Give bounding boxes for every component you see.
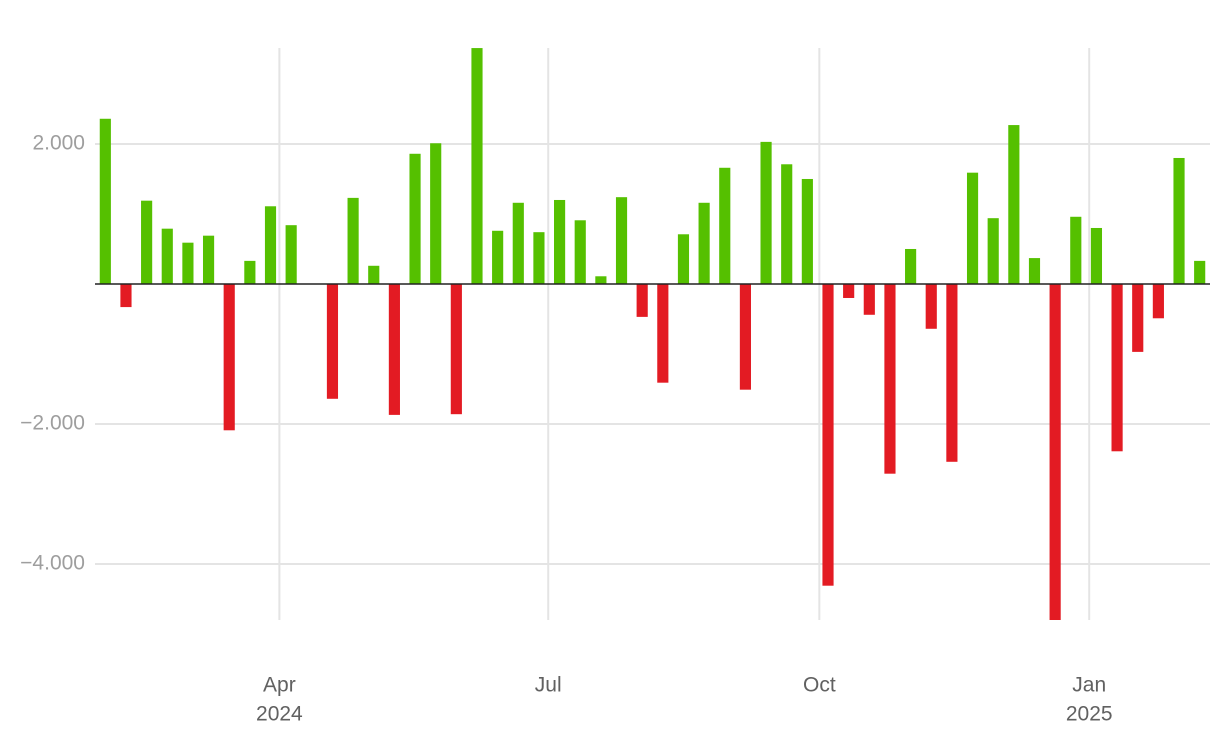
bar <box>326 283 339 399</box>
bar <box>822 283 834 586</box>
x-tick-year-label: 2025 <box>1066 703 1113 726</box>
bar <box>182 242 194 284</box>
bar <box>285 225 297 284</box>
bar <box>202 235 215 284</box>
bar <box>1070 216 1082 284</box>
bar <box>595 276 607 284</box>
bar <box>657 283 669 383</box>
bar <box>409 153 421 284</box>
bar <box>719 167 731 284</box>
bar <box>760 141 772 284</box>
x-tick-label: Jan <box>1072 674 1106 697</box>
x-tick-label: Oct <box>803 674 836 697</box>
bar <box>99 118 111 284</box>
bar <box>677 234 690 284</box>
bar <box>368 265 380 284</box>
bar <box>1111 283 1123 452</box>
bar <box>347 197 359 284</box>
y-tick-label: 2.000 <box>32 132 85 155</box>
bar <box>636 283 648 317</box>
bar <box>161 228 173 284</box>
bar <box>801 178 813 284</box>
bar <box>966 172 979 284</box>
bar <box>1152 283 1164 319</box>
bar <box>388 283 400 415</box>
bar <box>574 220 586 284</box>
x-tick-label: Jul <box>535 674 562 697</box>
bar <box>141 200 153 284</box>
bar <box>987 218 999 284</box>
bar <box>739 283 751 390</box>
x-tick-year-label: 2024 <box>256 703 303 726</box>
bar <box>1008 125 1020 284</box>
bar <box>120 283 132 308</box>
bar <box>471 48 483 284</box>
bar <box>615 197 628 284</box>
bar <box>905 248 917 284</box>
bar <box>264 206 277 284</box>
bar <box>863 283 875 315</box>
bar <box>1132 283 1144 352</box>
bar <box>781 164 793 284</box>
bar <box>533 232 545 284</box>
bar <box>244 260 256 284</box>
bar <box>946 283 958 462</box>
bar <box>554 199 566 284</box>
bar <box>843 283 855 298</box>
bar <box>1028 258 1041 284</box>
bar <box>450 283 462 415</box>
bar <box>698 202 710 284</box>
y-tick-label: −4.000 <box>20 552 85 575</box>
bar <box>884 283 896 474</box>
bar <box>1194 260 1206 284</box>
bar <box>430 143 442 284</box>
bar <box>1173 157 1185 284</box>
bar <box>1090 227 1103 284</box>
bar <box>925 283 937 329</box>
y-tick-label: −2.000 <box>20 412 85 435</box>
bar <box>512 202 524 284</box>
bar <box>1049 283 1061 620</box>
x-tick-label: Apr <box>263 674 296 697</box>
bar <box>492 230 504 284</box>
bar <box>223 283 235 431</box>
